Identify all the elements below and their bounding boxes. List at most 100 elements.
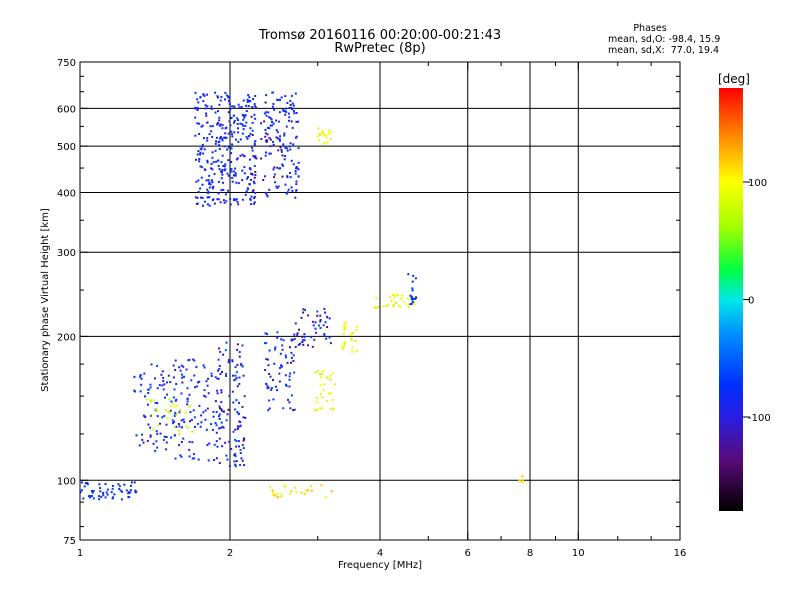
data-point [143,372,146,375]
data-point [329,378,332,381]
data-point [216,389,219,392]
data-point [242,118,245,121]
data-point [266,139,269,142]
data-point [295,183,298,186]
data-point [228,99,231,102]
data-point [313,338,316,341]
data-point [219,373,222,376]
data-point [218,347,220,350]
data-point [246,101,249,103]
data-point [206,196,209,199]
data-point [230,152,233,155]
data-point [331,398,334,401]
data-point [297,147,300,150]
data-point [191,441,194,444]
data-point [264,192,267,194]
data-point [224,91,227,94]
data-point [274,385,277,388]
data-point [216,392,219,395]
data-point [272,379,274,381]
data-point [221,425,224,428]
data-point [241,132,244,135]
data-point [307,344,309,347]
data-point [192,453,195,456]
data-point [272,493,275,496]
data-point [331,372,334,375]
data-point [200,125,203,128]
data-point [280,148,283,151]
data-point [326,141,329,144]
data-point [322,388,325,391]
data-point [187,359,190,362]
data-point [290,490,293,492]
data-point [217,141,220,144]
data-point [239,452,242,455]
data-point [198,158,201,160]
data-point [237,127,239,130]
data-point [84,482,87,485]
data-point [145,398,148,401]
data-point [253,197,256,200]
data-point [343,343,346,346]
data-point [210,107,213,110]
data-point [225,341,228,344]
data-point [265,139,267,142]
data-point [281,348,284,351]
data-point [227,189,229,192]
data-point [323,307,326,310]
stats-line-x: mean, sd,X: 77.0, 19.4 [608,45,719,56]
data-point [231,133,233,136]
data-point [276,331,279,334]
data-point [201,124,204,127]
data-point [207,179,210,182]
data-point [241,444,244,446]
data-point [300,491,303,494]
y-tick-label: 100 [57,476,76,487]
data-point [249,197,252,200]
data-point [254,117,257,120]
data-point [195,180,198,183]
data-point [242,124,245,127]
data-point [83,485,86,488]
scatter-points [79,91,524,501]
data-point [189,420,191,423]
data-point [280,495,283,498]
data-point [322,324,325,327]
data-point [310,336,313,339]
data-point [290,94,293,97]
data-point [320,392,323,395]
data-point [165,448,168,451]
data-point [326,376,329,379]
data-point [227,95,230,98]
data-point [199,425,202,428]
data-point [297,161,300,164]
data-point [290,159,293,162]
data-point [249,127,252,130]
data-point [167,374,170,377]
data-point [221,124,224,127]
data-point [271,124,274,127]
data-point [243,114,245,117]
data-point [267,111,270,114]
data-point [274,348,276,351]
data-point [303,339,306,342]
data-point [224,193,227,196]
data-point [131,481,133,484]
data-point [249,158,251,161]
data-point [255,157,258,160]
data-point [399,305,402,308]
data-point [192,409,195,412]
data-point [206,407,209,410]
data-point [351,346,354,349]
data-point [188,448,191,451]
data-point [91,491,94,494]
data-point [188,405,191,408]
data-point [328,317,331,320]
data-point [208,182,211,185]
data-point [302,308,305,311]
data-point [323,334,326,337]
data-point [170,405,173,408]
data-point [318,324,320,327]
data-point [231,359,234,362]
data-point [285,385,288,387]
